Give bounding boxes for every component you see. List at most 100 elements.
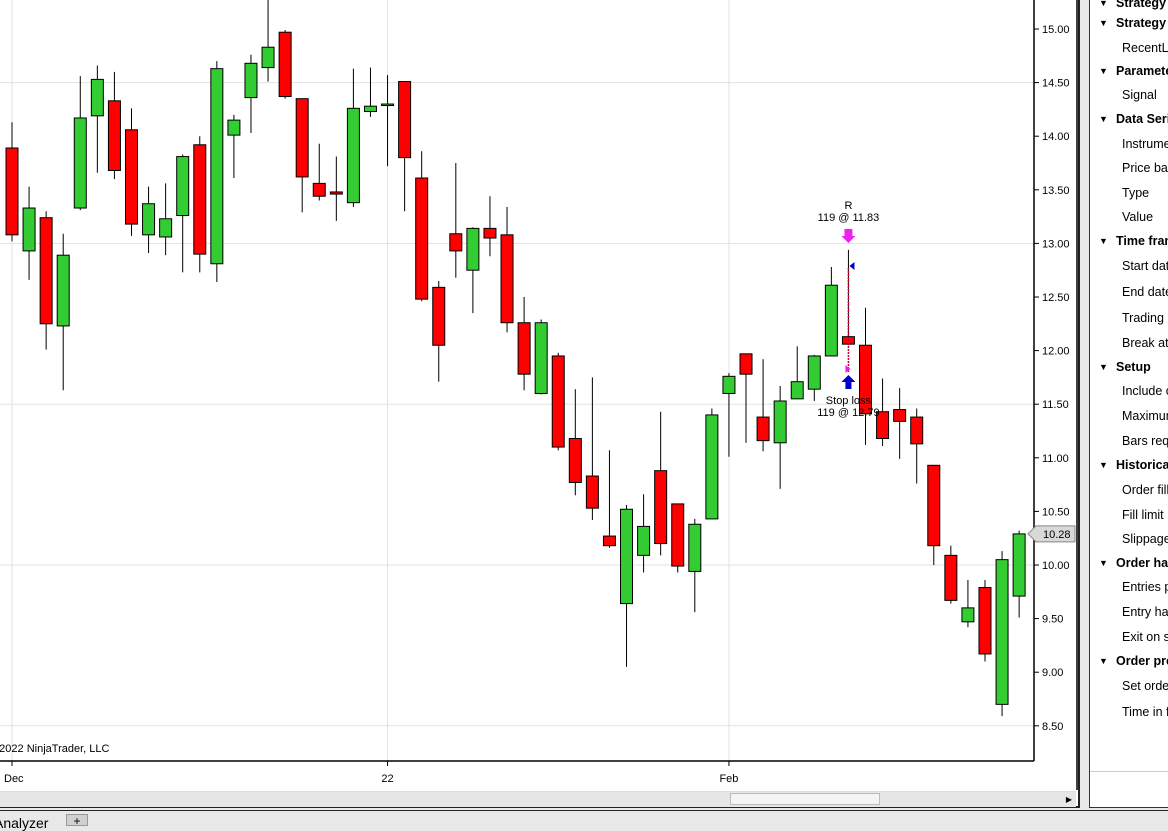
horizontal-scrollbar[interactable]: ▶: [0, 791, 1076, 807]
collapse-triangle-icon[interactable]: ▼: [1099, 362, 1108, 372]
candle-down: [927, 464, 941, 547]
candle-up: [210, 68, 224, 265]
y-axis-label: 11.00: [1042, 453, 1069, 465]
collapse-triangle-icon[interactable]: ▼: [1099, 236, 1108, 246]
property-label: Order fill: [1122, 483, 1168, 497]
candle-up: [995, 559, 1009, 705]
candle-up: [90, 78, 104, 117]
y-axis-label: 11.50: [1042, 399, 1069, 411]
property-label: Instrume: [1122, 137, 1168, 151]
exit-signal-label: Stop loss: [826, 395, 872, 407]
candle-down: [449, 233, 463, 252]
scroll-right-arrow-icon[interactable]: ▶: [1065, 795, 1073, 804]
exit-up-arrow-icon[interactable]: [841, 375, 856, 389]
candle-down: [739, 353, 753, 375]
y-axis-label: 8.50: [1042, 721, 1063, 733]
property-label: Exit on s: [1122, 630, 1168, 644]
property-label: Strategy: [1116, 0, 1167, 10]
candle-down: [602, 535, 616, 547]
entry-marker-triangle-icon: [849, 262, 855, 270]
property-label: Signal: [1122, 88, 1157, 102]
collapse-triangle-icon[interactable]: ▼: [1099, 114, 1108, 124]
candle-up: [244, 62, 258, 99]
last-price-label: 10.28: [1043, 529, 1071, 541]
property-label: Data Seri: [1116, 112, 1168, 126]
collapse-triangle-icon[interactable]: ▼: [1099, 460, 1108, 470]
property-label: Strategy p: [1116, 16, 1168, 30]
candle-up: [346, 107, 360, 204]
candle-up: [56, 254, 70, 327]
collapse-triangle-icon[interactable]: ▼: [1099, 18, 1108, 28]
collapse-triangle-icon[interactable]: ▼: [1099, 656, 1108, 666]
candle-down: [876, 411, 890, 440]
candle-up: [790, 381, 804, 400]
property-label: Type: [1122, 186, 1150, 200]
candle-down: [278, 31, 292, 98]
candle-up: [824, 284, 838, 357]
candle-down: [107, 100, 121, 172]
property-label: Maximum: [1122, 409, 1168, 423]
copyright-text: © 2022 NinjaTrader, LLC: [0, 743, 109, 755]
last-price-marker: [1027, 525, 1076, 543]
candle-up: [722, 375, 736, 394]
y-axis-label: 13.50: [1042, 185, 1070, 197]
property-label: Time fran: [1116, 234, 1168, 248]
candle-down: [329, 191, 343, 195]
entry-signal-label: R: [844, 200, 852, 212]
property-label: Entry har: [1122, 605, 1168, 619]
candle-down: [415, 177, 429, 300]
candle-up: [637, 525, 651, 556]
candle-up: [1012, 533, 1026, 597]
candle-down: [5, 147, 19, 236]
candle-up: [159, 218, 173, 238]
candle-up: [961, 607, 975, 623]
collapse-triangle-icon[interactable]: ▼: [1099, 558, 1108, 568]
property-label: Order har: [1116, 556, 1168, 570]
property-label: Entries p: [1122, 580, 1168, 594]
candle-up: [381, 103, 395, 107]
candle-up: [261, 46, 275, 69]
y-axis-label: 14.50: [1042, 78, 1070, 90]
candle-down: [193, 144, 207, 255]
exit-fill-label: 119 @ 12.79: [817, 407, 879, 419]
property-label: End date: [1122, 285, 1168, 299]
tab-analyzer[interactable]: Analyzer: [0, 815, 49, 831]
candle-down: [756, 416, 770, 442]
x-axis-label: Feb: [719, 773, 738, 785]
exit-marker-triangle-icon: [845, 365, 851, 373]
candle-down: [551, 355, 565, 448]
y-axis-label: 13.00: [1042, 238, 1070, 250]
candle-up: [688, 523, 702, 572]
property-label: Price ba: [1122, 161, 1168, 175]
property-label: Include c: [1122, 384, 1168, 398]
candle-up: [705, 414, 719, 520]
candle-down: [893, 409, 907, 422]
property-label: Set orde: [1122, 679, 1168, 693]
candle-down: [585, 475, 599, 509]
scrollbar-thumb[interactable]: [730, 793, 880, 805]
y-axis-label: 12.00: [1042, 346, 1070, 358]
entry-down-arrow-icon[interactable]: [841, 229, 856, 243]
chart-panel[interactable]: R 119 @ 11.83 Stop loss 119 @ 12.79 15.00 14.…: [0, 0, 1080, 808]
bottom-tab-bar: Analyzer +: [0, 810, 1168, 831]
property-label: Paramete: [1116, 64, 1168, 78]
candle-down: [432, 286, 446, 346]
candle-up: [142, 203, 156, 236]
entry-fill-label: 119 @ 11.83: [818, 212, 880, 224]
panel-footer-divider: [1090, 771, 1168, 772]
y-axis-label: 12.50: [1042, 292, 1070, 304]
y-axis-label: 14.00: [1042, 131, 1070, 143]
candle-down: [910, 416, 924, 445]
collapse-triangle-icon[interactable]: ▼: [1099, 66, 1108, 76]
property-label: Setup: [1116, 360, 1151, 374]
candle-up: [620, 508, 634, 605]
candle-down: [568, 438, 582, 483]
add-tab-button[interactable]: +: [66, 814, 88, 827]
strategy-properties-panel: ▼ Strategy ▼ Strategy p RecentL ▼ Paramete Sign…: [1089, 0, 1168, 808]
y-axis-label: 10.50: [1042, 506, 1070, 518]
collapse-triangle-icon[interactable]: ▼: [1099, 0, 1108, 8]
candle-up: [227, 119, 241, 136]
property-label: Slippage: [1122, 532, 1168, 546]
property-label: Time in f: [1122, 705, 1168, 719]
